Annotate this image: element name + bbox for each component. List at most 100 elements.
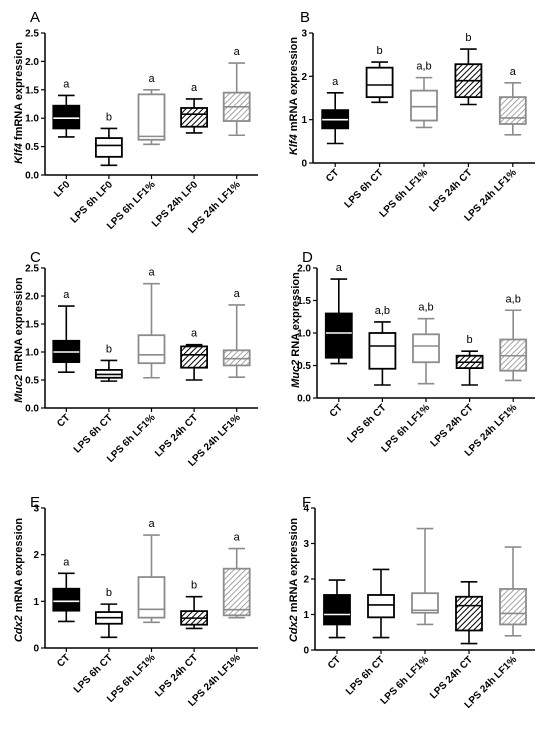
box-iqr [323,594,351,626]
panel-E: E Cdx2 mRNA expression 0 1 2 3 a CT b LPS 6h CT… [13,494,258,709]
y-axis-label-E: Cdx2 mRNA expression [13,518,25,643]
significance-letter: b [106,587,112,599]
significance-letter: b [106,343,112,355]
significance-letter: a [510,66,517,78]
y-tick-label: 1.5 [25,320,39,331]
box-iqr [324,312,353,359]
category-label: LPS 24h CT [428,654,475,701]
y-axis-label-gene-D: Muc2 [290,360,302,388]
y-tick-label: 1.0 [297,329,311,340]
y-axis-label-unit-C: mRNA expression [13,277,25,375]
significance-letter: a [332,76,339,88]
category-label: CT [55,652,72,669]
category-label: CT [326,654,343,671]
y-tick-label: 0 [33,644,39,655]
category-label: LPS 24h CT [153,412,200,459]
significance-letter: a [63,78,70,90]
significance-letter: a [148,267,155,279]
y-axis-label-F: Cdx2 mRNA expression [288,518,300,643]
category-label: LPS 6h LF0 [69,179,116,226]
panel-letter-F: F [302,494,311,511]
significance-letter: b [191,580,197,592]
panel-letter-D: D [302,249,313,266]
y-tick-label: 1.0 [25,114,39,125]
box-iqr [365,66,394,99]
significance-letter: a [191,82,198,94]
y-tick-label: 0.0 [25,171,39,182]
category-label: LPS 6h CT [72,652,115,695]
y-tick-label: 1 [303,610,309,621]
category-label: LPS 24h CT [427,167,474,214]
panel-letter-B: B [300,9,310,26]
y-axis-label-gene-E: Cdx2 [13,615,25,642]
significance-letter: a [148,518,155,530]
y-tick-label: 2 [303,575,309,586]
significance-letter: a [63,556,70,568]
panel-F: F Cdx2 mRNA expression 0 1 2 3 4 CT LPS 6h CT L… [288,494,535,711]
panel-letter-C: C [30,249,41,266]
significance-letter: a [234,532,241,544]
category-label: LF0 [52,179,73,200]
box-iqr [137,93,166,141]
significance-letter: a [148,73,155,85]
y-axis-label-unit-D: RNA expression [290,272,302,360]
y-axis-label-gene-F: Cdx2 [288,615,300,642]
y-tick-label: 1 [301,115,307,126]
significance-letter: a,b [416,61,431,73]
panel-A: A Klf4 fmRNA expression 0.0 0.5 1.0 1.5 2.0 2… [13,9,258,236]
y-tick-label: 1.5 [297,296,311,307]
box-iqr [95,137,123,158]
box-iqr [498,96,527,125]
y-tick-label: 3 [33,504,39,515]
category-label: CT [328,402,345,419]
significance-letter: a,b [506,293,521,305]
significance-letter: a [234,288,241,300]
box-iqr [222,567,251,617]
box-iqr [410,89,438,122]
box-iqr [137,576,166,619]
box-iqr [137,334,166,365]
y-axis-label-gene-B: Klf4 [288,134,300,155]
y-axis-label-gene-C: Muc2 [13,375,25,403]
significance-letter: a [63,289,70,301]
y-tick-label: 3 [303,539,309,550]
significance-letter: b [467,334,473,346]
y-tick-label: 0.0 [297,394,311,405]
y-axis-label-B: Klf4 mRNA expression [288,37,300,155]
box-iqr [180,107,209,128]
y-tick-label: 1.5 [25,85,39,96]
y-tick-label: 1 [33,597,39,608]
category-label: CT [55,412,72,429]
y-tick-label: 0.5 [25,142,39,153]
y-tick-label: 0 [301,159,307,170]
y-axis-label-unit-F: mRNA expression [288,518,300,616]
box-iqr [222,349,251,367]
significance-letter: a,b [418,302,433,314]
significance-letter: a [234,46,241,58]
box-iqr [499,588,527,626]
y-tick-label: 0.5 [25,376,39,387]
box-iqr [412,333,440,364]
category-label: LPS 6h CT [72,412,115,455]
box-iqr [52,587,81,612]
y-tick-label: 2.5 [25,264,39,275]
category-label: CT [324,167,341,184]
panel-letter-E: E [30,494,40,511]
y-axis-label-A: Klf4 fmRNA expression [13,42,25,164]
box-iqr [367,594,395,619]
y-tick-label: 1.0 [25,348,39,359]
significance-letter: a [336,262,343,274]
y-tick-label: 2.5 [25,29,39,40]
panel-C: C Muc2 mRNA expression 0.0 0.5 1.0 1.5 2.0 2.… [13,249,258,469]
y-tick-label: 2 [33,550,39,561]
box-iqr [368,332,397,370]
panel-letter-A: A [30,9,40,26]
y-tick-label: 0.0 [25,404,39,415]
box-iqr [411,592,439,614]
significance-letter: a [191,328,198,340]
